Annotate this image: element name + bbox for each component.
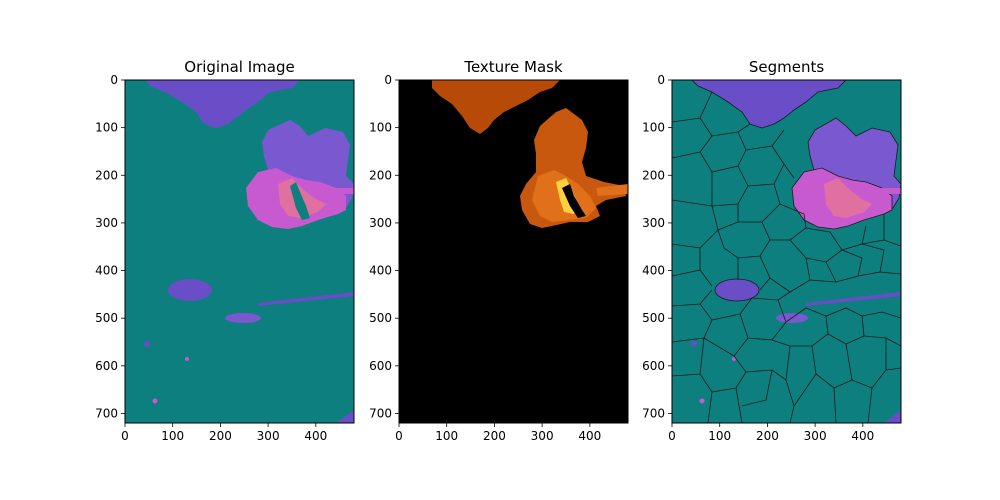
y-tick-label: 0 xyxy=(110,73,118,87)
x-tick-label: 0 xyxy=(668,429,676,443)
axes-frame xyxy=(124,79,355,424)
texture-speck-1 xyxy=(144,341,150,347)
texture-speck-3 xyxy=(699,398,705,404)
y-tick-label: 700 xyxy=(369,406,392,420)
y-tick-label: 300 xyxy=(95,216,118,230)
axis-ticks: 0 100 200 300 400 0 100 200 300 400 500 600 700 xyxy=(642,73,874,443)
texture-speck-2 xyxy=(185,357,189,361)
texture-gap xyxy=(290,182,310,220)
image-texture-mask xyxy=(399,80,628,423)
texture-speck-1 xyxy=(691,341,697,347)
panel-segments: Segments xyxy=(642,58,902,443)
panel-title: Original Image xyxy=(184,58,294,76)
axes-frame xyxy=(398,79,629,424)
x-tick-label: 100 xyxy=(161,429,184,443)
image-original xyxy=(125,80,354,423)
mask-region-top xyxy=(432,80,560,134)
texture-diagonal xyxy=(258,292,354,306)
y-tick-label: 700 xyxy=(95,406,118,420)
axes-frame xyxy=(671,79,902,424)
y-tick-label: 500 xyxy=(95,311,118,325)
texture-region-glow xyxy=(824,178,872,218)
y-tick-label: 600 xyxy=(369,359,392,373)
y-tick-label: 0 xyxy=(657,73,665,87)
texture-blob-left xyxy=(168,279,212,301)
texture-region-top xyxy=(691,80,847,129)
x-tick-label: 100 xyxy=(708,429,731,443)
texture-speck-3 xyxy=(152,398,158,404)
x-tick-label: 200 xyxy=(756,429,779,443)
mask-gap xyxy=(562,184,586,218)
texture-corner xyxy=(336,410,354,423)
texture-region-top xyxy=(145,80,300,128)
texture-streak xyxy=(866,188,901,194)
superpixel-boundaries xyxy=(672,91,901,423)
mask-background xyxy=(399,80,628,423)
y-tick-label: 700 xyxy=(642,406,665,420)
y-tick-label: 400 xyxy=(642,264,665,278)
mask-streak xyxy=(596,184,628,196)
x-tick-label: 200 xyxy=(483,429,506,443)
axis-ticks: 0 100 200 300 400 0 100 200 300 400 500 600 700 xyxy=(369,73,601,443)
x-tick-label: 400 xyxy=(851,429,874,443)
x-tick-label: 0 xyxy=(121,429,129,443)
y-tick-label: 600 xyxy=(642,359,665,373)
panel-original-image: Original Image 0 100 200 300 400 0 100 200 300 40… xyxy=(95,58,355,443)
x-tick-label: 200 xyxy=(209,429,232,443)
y-tick-label: 300 xyxy=(369,216,392,230)
x-tick-label: 300 xyxy=(804,429,827,443)
x-tick-label: 400 xyxy=(578,429,601,443)
y-tick-label: 200 xyxy=(95,168,118,182)
panel-title: Texture Mask xyxy=(463,58,563,76)
y-tick-label: 500 xyxy=(642,311,665,325)
y-tick-label: 500 xyxy=(369,311,392,325)
y-tick-label: 100 xyxy=(95,121,118,135)
y-tick-label: 200 xyxy=(369,168,392,182)
x-tick-label: 400 xyxy=(304,429,327,443)
y-tick-label: 200 xyxy=(642,168,665,182)
axis-ticks: 0 100 200 300 400 0 100 200 300 400 500 600 700 xyxy=(95,73,327,443)
y-tick-label: 300 xyxy=(642,216,665,230)
y-tick-label: 600 xyxy=(95,359,118,373)
y-tick-label: 400 xyxy=(95,264,118,278)
panel-title: Segments xyxy=(749,58,825,76)
texture-blob-mid xyxy=(225,313,261,323)
x-tick-label: 300 xyxy=(257,429,280,443)
x-tick-label: 0 xyxy=(395,429,403,443)
texture-blob-left xyxy=(714,278,760,302)
x-tick-label: 100 xyxy=(435,429,458,443)
texture-streak xyxy=(318,188,354,194)
y-tick-label: 400 xyxy=(369,264,392,278)
texture-diagonal xyxy=(806,292,901,306)
y-tick-label: 100 xyxy=(642,121,665,135)
texture-corner xyxy=(884,410,901,423)
y-tick-label: 100 xyxy=(369,121,392,135)
y-tick-label: 0 xyxy=(384,73,392,87)
image-segments xyxy=(672,80,901,423)
x-tick-label: 300 xyxy=(531,429,554,443)
panel-texture-mask: Texture Mask 0 100 200 300 400 0 100 200 300 400 5… xyxy=(369,58,629,443)
